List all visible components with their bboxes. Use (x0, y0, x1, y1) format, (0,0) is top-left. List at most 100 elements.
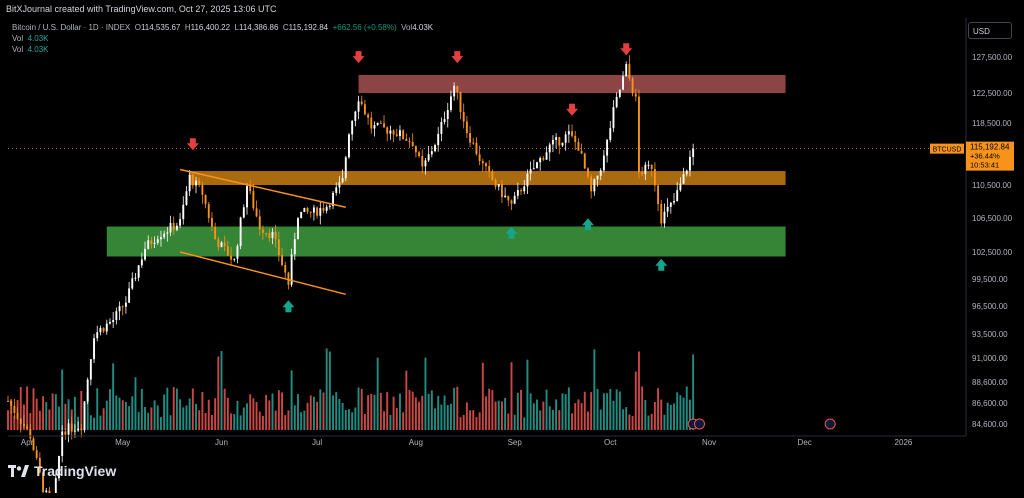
vol-label[interactable]: Vol (12, 34, 24, 43)
volume-bar (370, 393, 373, 430)
candle-body (510, 200, 513, 204)
candle-body (341, 178, 344, 183)
candle-body (271, 231, 274, 238)
x-tick-label: Aug (409, 438, 423, 447)
volume-bar (115, 395, 118, 430)
candle-body (561, 142, 564, 146)
volume-bar (673, 403, 675, 430)
volume-bar (220, 351, 223, 430)
candle-body (226, 246, 229, 256)
volume-bar (26, 386, 29, 430)
volume-bar (379, 392, 382, 430)
candle-body (478, 154, 481, 162)
volume-bar (618, 391, 621, 430)
candle-body (22, 424, 25, 427)
volume-bar (169, 415, 172, 430)
currency-button[interactable]: USD (968, 22, 1012, 39)
candle-body (64, 431, 67, 435)
candle-body (287, 272, 290, 285)
y-tick-label: 127,500.00 (972, 53, 1013, 62)
candle-body (631, 78, 634, 94)
volume-bar (571, 413, 573, 430)
candle-body (118, 306, 121, 312)
volume-bar (548, 406, 551, 430)
zone-resistance (358, 75, 786, 93)
candle-body (249, 185, 252, 192)
y-tick-label: 106,500.00 (972, 214, 1013, 223)
arrow-down-icon (186, 138, 199, 151)
candle-body (239, 217, 242, 247)
candle-body (456, 85, 459, 93)
volume-bar (456, 386, 459, 430)
candle-body (587, 168, 589, 177)
candle-body (507, 195, 510, 201)
volume-bar (80, 391, 83, 430)
volume-bar (42, 396, 45, 430)
price-tag-box (966, 141, 1014, 171)
volume-bar (10, 399, 13, 430)
candle-body (567, 131, 570, 135)
volume-bar (89, 415, 92, 430)
volume-bar (590, 392, 593, 430)
candle-body (335, 187, 338, 193)
candle-body (596, 175, 599, 180)
candle-body (504, 195, 507, 198)
candle-body (622, 76, 624, 90)
volume-bar (360, 388, 363, 430)
volume-bar (201, 391, 204, 430)
candle-body (223, 242, 226, 247)
volume-bar (105, 400, 108, 430)
volume-bar (615, 389, 618, 430)
volume-bar (692, 354, 695, 430)
candle-body (434, 145, 436, 152)
candle-body (348, 134, 350, 158)
candle-body (201, 184, 204, 195)
volume-bar (500, 401, 503, 430)
y-tick-label: 110,500.00 (972, 181, 1012, 190)
volume-bar (564, 394, 567, 430)
candle-body (268, 233, 271, 238)
volume-bar (249, 394, 252, 430)
volume-bar (198, 410, 201, 430)
candle-body (399, 130, 401, 136)
price-tag-symbol-box[interactable] (930, 143, 964, 154)
arrow-up-icon (282, 300, 295, 313)
candle-body (475, 142, 478, 155)
volume-bar (300, 412, 303, 430)
candle-body (150, 240, 153, 245)
candle-body (465, 121, 468, 134)
volume-bar (494, 401, 497, 430)
volume-bar (303, 410, 306, 430)
vol2-label[interactable]: Vol (12, 45, 24, 54)
volume-bar (341, 402, 344, 430)
volume-bar (622, 409, 624, 430)
volume-bar (602, 393, 605, 430)
volume-bar (411, 391, 414, 430)
volume-bar (469, 410, 472, 430)
volume-bar (481, 362, 484, 430)
candle-body (437, 133, 440, 146)
volume-bar (430, 390, 433, 430)
y-tick-label: 96,500.00 (972, 302, 1008, 311)
volume-bar (223, 388, 226, 430)
volume-bar (599, 409, 602, 430)
symbol-label[interactable]: Bitcoin / U.S. Dollar · 1D · INDEX (12, 23, 131, 32)
volume-bar (520, 389, 523, 430)
volume-bar (156, 405, 159, 430)
volume-bar (96, 388, 99, 430)
volume-bar (574, 403, 577, 430)
volume-bar (606, 393, 609, 430)
candle-body (303, 207, 306, 212)
volume-bar (513, 414, 516, 430)
candle-body (198, 180, 201, 185)
volume-bar (545, 389, 548, 430)
volume-bar (488, 388, 491, 430)
volume-bar (523, 417, 526, 430)
close-value: 115,192.84 (288, 23, 329, 32)
candle-body (625, 64, 628, 77)
volume-bar (255, 402, 258, 430)
candle-body (606, 139, 609, 156)
tradingview-logo[interactable]: TradingView (8, 463, 116, 479)
volume-bar (140, 388, 143, 430)
